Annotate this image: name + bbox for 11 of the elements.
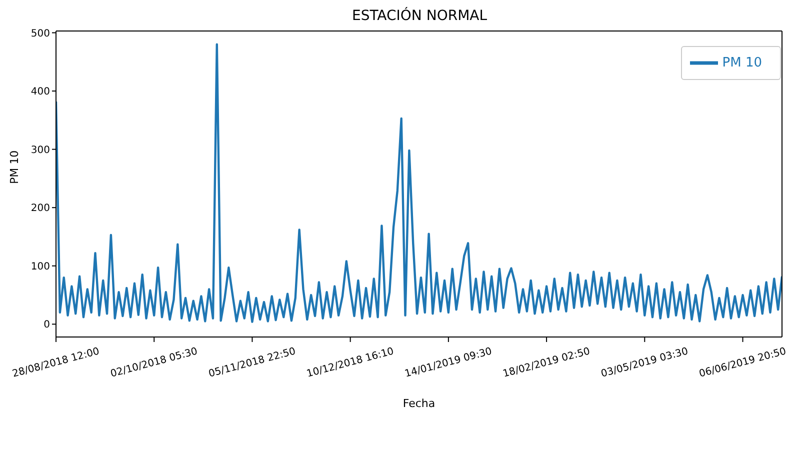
y-tick-label: 500 bbox=[30, 28, 50, 40]
y-tick-label: 400 bbox=[30, 86, 50, 98]
legend-label: PM 10 bbox=[722, 56, 762, 71]
x-axis-title: Fecha bbox=[402, 397, 436, 410]
y-axis-title: PM 10 bbox=[8, 150, 21, 184]
y-tick-label: 0 bbox=[44, 320, 50, 331]
chart-title: ESTACIÓN NORMAL bbox=[350, 8, 488, 24]
y-tick-label: 100 bbox=[30, 261, 50, 272]
y-tick-label: 200 bbox=[30, 203, 50, 214]
line-series bbox=[56, 43, 782, 323]
y-tick-label: 300 bbox=[30, 144, 50, 156]
